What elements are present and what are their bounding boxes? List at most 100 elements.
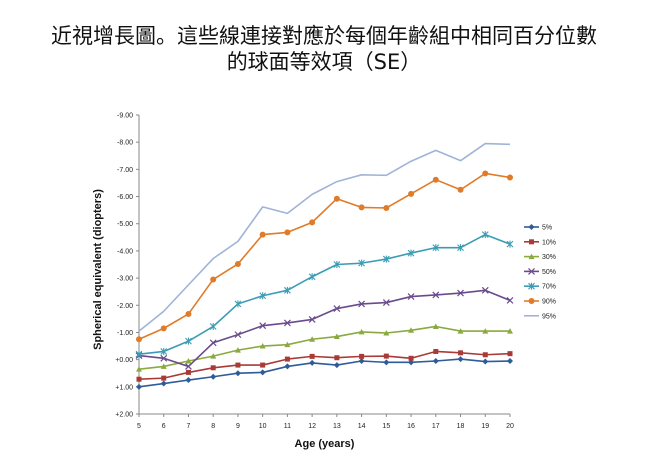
legend-label-5pct: 5%	[542, 225, 552, 232]
data-point-50pct	[457, 289, 464, 297]
data-point-30pct	[383, 329, 390, 336]
data-point-30pct	[482, 328, 489, 334]
data-point-30pct	[333, 333, 340, 340]
data-point-10pct	[359, 353, 365, 359]
y-tick-label: -8.00	[117, 140, 133, 147]
y-tick-label: +1.00	[115, 384, 133, 391]
data-point-90pct	[457, 186, 464, 193]
y-tick-label: +0.00	[115, 357, 133, 364]
data-point-70pct	[481, 231, 489, 239]
legend-label-30pct: 30%	[542, 254, 556, 261]
data-point-70pct	[457, 244, 464, 252]
y-tick-label: -1.00	[117, 330, 133, 337]
y-tick-label: -9.00	[117, 113, 133, 120]
series-line-30pct	[138, 325, 510, 370]
data-point-30pct	[259, 343, 266, 349]
legend-label-90pct: 90%	[542, 299, 556, 306]
data-point-70pct	[333, 261, 341, 268]
data-point-50pct	[506, 296, 514, 304]
y-axis-title: Spherical equivalent (diopters)	[92, 189, 104, 350]
data-point-50pct	[209, 339, 217, 347]
data-point-10pct	[507, 351, 513, 357]
data-point-10pct	[260, 362, 266, 368]
data-point-50pct	[308, 315, 316, 323]
data-point-30pct	[432, 323, 439, 329]
data-point-70pct	[209, 322, 217, 330]
data-point-50pct	[432, 291, 440, 299]
series-line-10pct	[138, 350, 511, 381]
data-point-50pct	[333, 305, 341, 312]
x-tick-label: 5	[137, 423, 141, 430]
x-tick-label: 8	[211, 423, 215, 430]
y-tick-label: -4.00	[117, 248, 133, 255]
x-tick-label: 13	[333, 423, 341, 430]
data-point-30pct	[234, 347, 241, 353]
data-point-90pct	[185, 310, 192, 317]
data-point-10pct	[334, 355, 340, 361]
data-point-90pct	[284, 229, 291, 236]
data-point-5pct	[358, 357, 365, 364]
x-tick-label: 12	[308, 423, 316, 430]
data-point-30pct	[309, 336, 316, 342]
data-point-10pct	[433, 348, 439, 354]
x-tick-label: 9	[236, 423, 240, 430]
legend-marker-90pct	[528, 298, 535, 304]
x-axis-title: Age (years)	[295, 438, 355, 450]
data-point-90pct	[210, 276, 217, 283]
data-point-50pct	[358, 300, 366, 308]
data-point-50pct	[407, 293, 415, 300]
data-point-10pct	[482, 352, 488, 358]
legend-label-70pct: 70%	[542, 284, 556, 291]
legend-marker-50pct	[528, 267, 535, 275]
data-point-50pct	[259, 322, 267, 330]
data-point-90pct	[333, 195, 340, 202]
data-point-70pct	[284, 286, 291, 294]
data-point-10pct	[458, 350, 464, 356]
data-point-5pct	[284, 363, 291, 370]
x-tick-label: 16	[407, 423, 415, 430]
data-point-30pct	[358, 328, 365, 335]
data-point-10pct	[284, 356, 290, 362]
x-tick-label: 6	[162, 423, 166, 430]
data-point-90pct	[309, 219, 316, 226]
data-point-30pct	[160, 363, 167, 369]
data-point-90pct	[408, 190, 415, 197]
data-point-90pct	[160, 325, 167, 332]
legend-marker-70pct	[528, 282, 535, 290]
data-point-70pct	[432, 244, 440, 252]
data-point-90pct	[482, 170, 489, 177]
data-point-70pct	[135, 350, 143, 358]
y-tick-label: -3.00	[117, 276, 133, 283]
data-point-10pct	[408, 355, 414, 361]
data-point-30pct	[136, 366, 142, 372]
series-line-5pct	[138, 358, 511, 388]
data-point-90pct	[234, 260, 241, 267]
data-point-5pct	[160, 380, 167, 387]
data-point-30pct	[408, 327, 415, 333]
data-point-5pct	[507, 357, 513, 364]
x-tick-label: 7	[187, 423, 191, 430]
data-point-70pct	[382, 255, 390, 263]
data-point-30pct	[284, 341, 291, 348]
data-point-10pct	[136, 376, 142, 382]
data-point-50pct	[234, 331, 242, 339]
data-point-90pct	[507, 174, 513, 181]
x-tick-label: 11	[284, 423, 291, 430]
data-point-5pct	[259, 369, 266, 376]
y-tick-label: +2.00	[115, 412, 133, 419]
chart-title-line-1: 近視增長圖。這些線連接對應於每個年齡組中相同百分位數	[51, 24, 597, 48]
data-point-5pct	[185, 377, 192, 384]
y-tick-label: -2.00	[117, 303, 133, 310]
data-point-50pct	[382, 299, 390, 306]
data-point-50pct	[160, 354, 168, 362]
data-point-70pct	[160, 347, 168, 355]
x-tick-label: 18	[457, 423, 465, 430]
data-point-30pct	[457, 328, 464, 334]
data-point-10pct	[185, 369, 191, 375]
y-tick-label: -7.00	[117, 167, 133, 174]
data-point-5pct	[383, 359, 390, 366]
data-point-10pct	[161, 375, 167, 381]
series-line-95pct	[138, 142, 511, 332]
data-point-90pct	[136, 336, 142, 343]
data-point-5pct	[482, 358, 489, 365]
